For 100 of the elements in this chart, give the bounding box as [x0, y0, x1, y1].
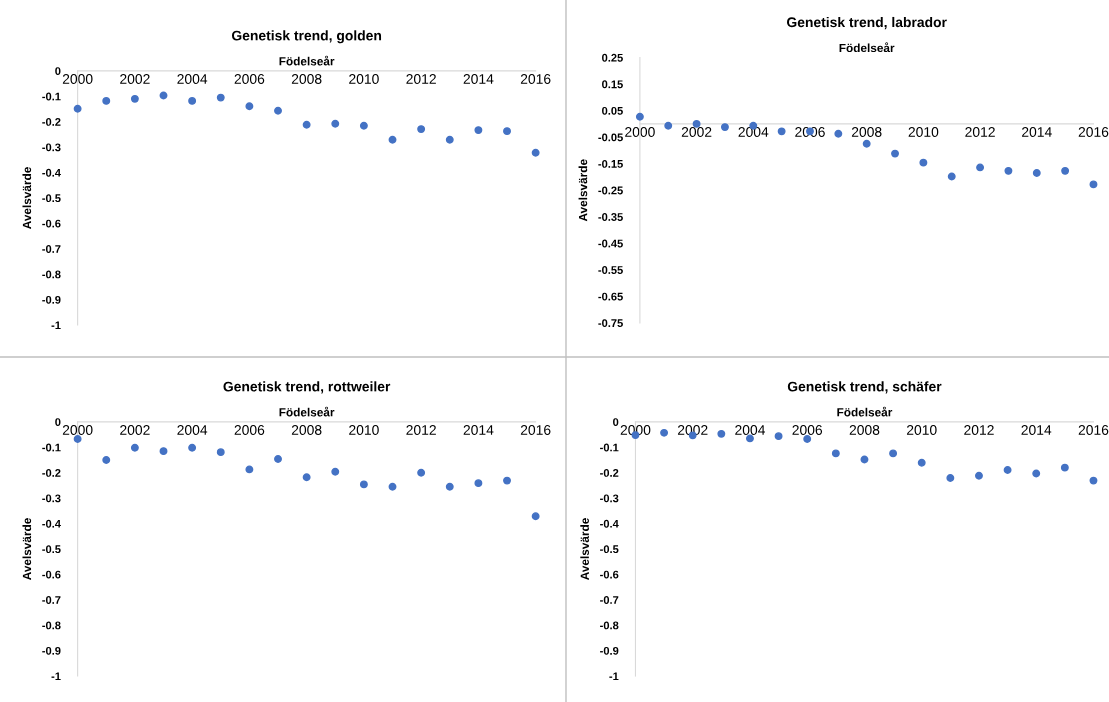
point — [717, 429, 726, 438]
point — [1032, 469, 1041, 478]
point — [417, 125, 426, 134]
x-tick-label: 2006 — [234, 425, 265, 435]
x-tick-label: 2006 — [234, 74, 265, 84]
point — [474, 126, 483, 135]
x-tick-label: 2014 — [1022, 127, 1052, 137]
x-tick-label: 2012 — [406, 74, 436, 84]
point — [1004, 166, 1013, 175]
point — [891, 149, 899, 158]
x-axis-title: Födelseår — [839, 42, 895, 53]
point — [73, 104, 82, 113]
point — [216, 448, 225, 457]
x-tick-label: 2014 — [463, 74, 494, 84]
y-tick-label: -0.5 — [600, 545, 619, 554]
y-tick-label: -1 — [51, 321, 61, 330]
point — [245, 465, 254, 474]
point — [889, 449, 898, 458]
x-tick-label: 2016 — [1078, 425, 1109, 435]
x-tick-label: 2016 — [520, 425, 551, 435]
point — [1060, 463, 1069, 472]
y-tick-label: -0.7 — [42, 596, 61, 604]
y-tick-label: -0.8 — [42, 621, 61, 630]
point — [302, 120, 311, 129]
x-tick-label: 2000 — [62, 74, 93, 84]
y-tick-label: -1 — [51, 672, 61, 681]
x-tick-label: 2000 — [62, 425, 93, 435]
x-tick-label: 2004 — [738, 127, 769, 137]
point — [159, 91, 168, 100]
y-tick-label: -0.4 — [600, 519, 619, 528]
y-tick-label: -0.5 — [42, 194, 61, 203]
point — [774, 432, 783, 441]
x-tick-label: 2004 — [177, 74, 208, 84]
y-tick-label: 0 — [55, 418, 61, 427]
y-tick-label: 0.25 — [602, 53, 623, 62]
point — [917, 458, 926, 467]
point — [331, 119, 340, 128]
x-tick-label: 2004 — [735, 425, 765, 435]
point — [860, 455, 869, 464]
y-axis-title: Avelsvärde — [580, 518, 589, 580]
y-tick-label: 0 — [613, 418, 619, 427]
y-axis-title: Avelsvärde — [22, 167, 32, 229]
x-tick-label: 2008 — [851, 127, 882, 137]
y-tick-label: -0.7 — [42, 245, 61, 253]
x-axis-title: Födelseår — [279, 55, 335, 66]
point — [976, 163, 985, 172]
point — [503, 476, 511, 485]
point — [388, 135, 397, 144]
y-tick-label: -0.9 — [42, 295, 61, 304]
y-tick-label: -0.9 — [42, 646, 61, 655]
y-tick-label: -0.2 — [600, 468, 619, 477]
point — [216, 93, 225, 102]
y-tick-label: -0.3 — [42, 494, 61, 503]
x-tick-label: 2016 — [520, 74, 551, 84]
y-tick-label: -0.1 — [600, 443, 619, 452]
x-tick-label: 2008 — [849, 425, 880, 435]
point — [245, 102, 254, 111]
y-tick-label: -0.1 — [42, 443, 61, 452]
x-tick-label: 2000 — [625, 127, 655, 137]
point — [359, 121, 368, 130]
point — [720, 123, 729, 132]
x-tick-label: 2010 — [349, 425, 379, 435]
x-tick-label: 2002 — [120, 74, 150, 84]
y-tick-label: -0.15 — [598, 159, 623, 168]
point — [188, 96, 197, 105]
point — [445, 135, 454, 144]
y-tick-label: -0.1 — [42, 92, 61, 101]
point — [664, 121, 673, 130]
chart-title: Genetisk trend, rottweiler — [223, 381, 391, 394]
point — [102, 96, 111, 105]
x-tick-label: 2016 — [1078, 127, 1109, 137]
y-tick-label: -0.7 — [600, 596, 619, 604]
x-axis-title: Födelseår — [837, 406, 893, 417]
y-tick-label: -0.4 — [42, 519, 61, 528]
y-tick-label: -0.8 — [42, 270, 61, 279]
y-tick-label: -0.2 — [42, 468, 61, 477]
x-tick-label: 2010 — [349, 74, 379, 84]
point — [531, 148, 540, 157]
y-tick-label: -0.05 — [598, 133, 623, 142]
x-tick-label: 2002 — [120, 425, 150, 435]
point — [946, 474, 955, 483]
point — [388, 482, 397, 491]
y-tick-label: -0.35 — [598, 213, 623, 221]
point — [331, 467, 340, 476]
y-tick-label: -0.55 — [598, 266, 623, 274]
point — [1089, 180, 1098, 189]
point — [834, 129, 843, 138]
y-tick-label: -0.4 — [42, 168, 61, 177]
x-tick-label: 2004 — [177, 425, 208, 435]
point — [531, 512, 540, 521]
point — [274, 106, 282, 115]
point — [417, 468, 426, 477]
y-tick-label: -0.6 — [42, 219, 61, 228]
x-tick-label: 2008 — [291, 425, 322, 435]
x-tick-label: 2010 — [906, 425, 937, 435]
y-tick-label: -0.6 — [42, 570, 61, 579]
point — [102, 456, 111, 464]
point — [445, 482, 454, 491]
x-tick-label: 2012 — [964, 425, 994, 435]
point — [1061, 166, 1070, 175]
